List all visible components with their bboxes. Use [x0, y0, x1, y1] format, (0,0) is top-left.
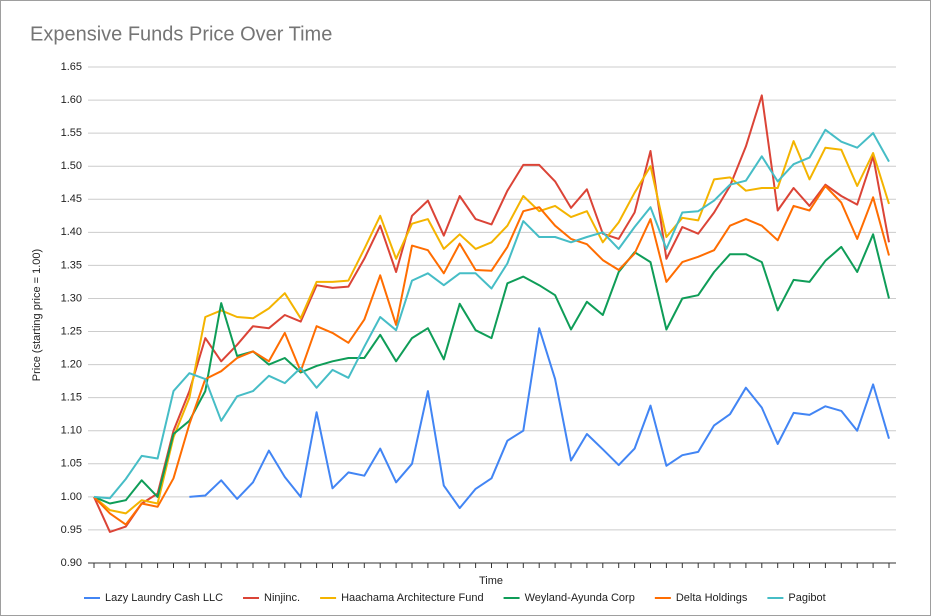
- y-tick-label: 1.25: [61, 325, 82, 337]
- legend-label: Lazy Laundry Cash LLC: [105, 592, 223, 604]
- series-line: [93, 128, 890, 500]
- series-line: [93, 233, 890, 505]
- legend-label: Pagibot: [788, 592, 825, 604]
- series-line: [93, 94, 890, 533]
- legend-label: Ninjinc.: [264, 592, 300, 604]
- y-tick-label: 1.05: [61, 458, 82, 470]
- legend-label: Haachama Architecture Fund: [341, 592, 483, 604]
- series-line: [189, 327, 890, 510]
- y-tick-label: 1.30: [61, 292, 82, 304]
- y-tick-label: 1.20: [61, 359, 82, 371]
- y-tick-label: 1.60: [61, 94, 82, 106]
- y-tick-label: 1.00: [61, 491, 82, 503]
- chart-title: Expensive Funds Price Over Time: [30, 23, 332, 45]
- y-tick-label: 1.35: [61, 259, 82, 271]
- y-tick-label: 1.40: [61, 226, 82, 238]
- y-tick-label: 1.50: [61, 160, 82, 172]
- y-tick-label: 1.55: [61, 127, 82, 139]
- legend-label: Weyland-Ayunda Corp: [525, 592, 635, 604]
- y-tick-label: 1.15: [61, 392, 82, 404]
- series-line: [93, 140, 890, 515]
- y-tick-label: 1.10: [61, 425, 82, 437]
- y-tick-label: 0.95: [61, 524, 82, 536]
- y-tick-label: 1.65: [61, 61, 82, 73]
- y-tick-label: 0.90: [61, 557, 82, 569]
- y-axis-label: Price (starting price = 1.00): [31, 249, 43, 381]
- y-tick-label: 1.45: [61, 193, 82, 205]
- series-line: [93, 185, 890, 526]
- x-axis-label: Time: [479, 575, 503, 587]
- legend-label: Delta Holdings: [676, 592, 748, 604]
